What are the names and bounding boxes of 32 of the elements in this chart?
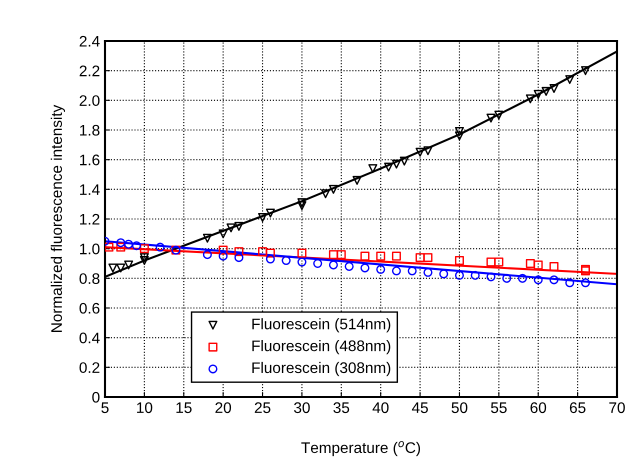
x-tick-label: 45 [412,402,428,414]
y-tick-label: 1.4 [80,184,100,195]
y-tick-label: 1.0 [80,244,100,254]
x-tick-label: 70 [609,402,625,414]
x-tick-label: 25 [254,402,270,414]
x-tick-label: 40 [372,402,389,414]
legend-label: Fluorescein (488nm) [252,340,390,354]
x-tick-label: 65 [570,402,586,414]
y-tick-label: 2.2 [80,66,100,76]
legend-label: Fluorescein (514nm) [252,318,390,332]
x-tick-label: 60 [530,402,546,414]
y-tick-label: 2.0 [80,95,100,106]
x-tick-label: 55 [490,402,507,414]
legend-label: Fluorescein (308nm) [252,362,390,376]
x-tick-label: 10 [137,402,152,414]
x-axis-title: Temperature ($^{o}$C) [301,441,420,456]
y-tick-label: 1.2 [80,214,100,225]
x-tick-label: 35 [333,402,350,414]
x-tick-label: 30 [294,402,310,414]
x-tick-label: 20 [215,402,232,414]
y-tick-label: 0 [92,392,100,403]
y-tick-label: 0.8 [80,273,100,284]
x-tick-label: 5 [101,402,109,414]
x-tick-label: 50 [452,402,468,414]
y-tick-label: 0.2 [80,362,100,374]
y-tick-label: 2.4 [80,36,100,47]
y-tick-label: 0.6 [80,302,100,314]
y-axis-title: Normalized fluorescence intensity [50,104,66,332]
y-tick-label: 1.6 [80,154,100,166]
x-tick-label: 15 [176,402,192,414]
y-tick-label: 1.8 [80,124,100,136]
y-tick-label: 0.4 [80,332,100,344]
